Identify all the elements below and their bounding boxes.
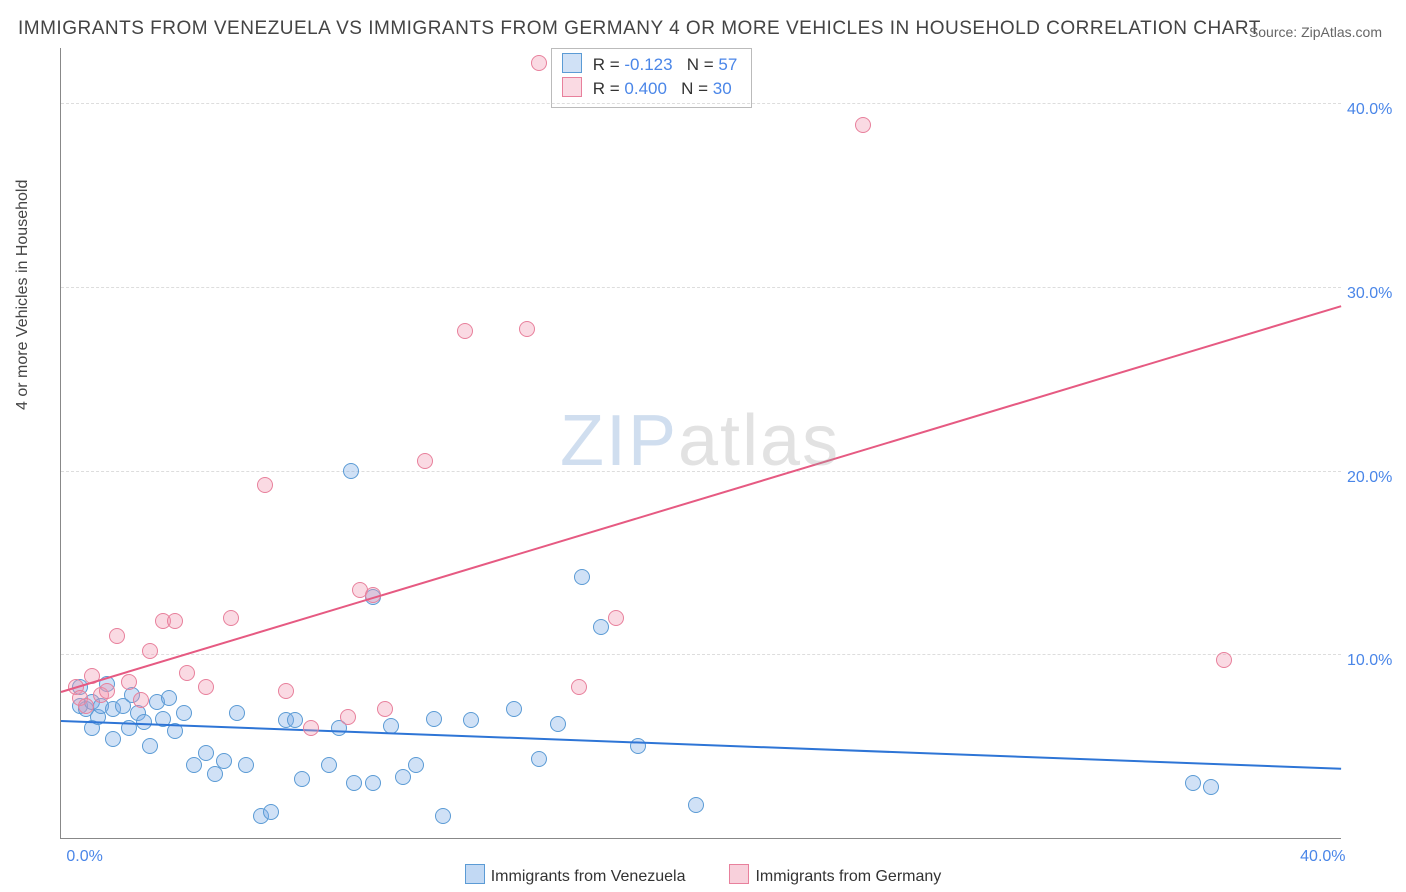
data-point	[408, 757, 424, 773]
y-axis-label: 4 or more Vehicles in Household	[14, 180, 32, 410]
y-tick-label: 10.0%	[1347, 652, 1395, 670]
data-point	[855, 117, 871, 133]
data-point	[519, 321, 535, 337]
data-point	[161, 690, 177, 706]
y-tick-label: 20.0%	[1347, 469, 1395, 487]
data-point	[133, 692, 149, 708]
data-point	[179, 665, 195, 681]
data-point	[142, 643, 158, 659]
data-point	[457, 323, 473, 339]
data-point	[109, 628, 125, 644]
gridline	[61, 654, 1341, 655]
chart-area: R = -0.123 N = 57 R = 0.400 N = 30 10.0%…	[60, 48, 1340, 838]
chart-title: IMMIGRANTS FROM VENEZUELA VS IMMIGRANTS …	[18, 18, 1261, 40]
data-point	[1185, 775, 1201, 791]
data-point	[343, 463, 359, 479]
data-point	[263, 804, 279, 820]
data-point	[463, 712, 479, 728]
bottom-legend: Immigrants from Venezuela Immigrants from…	[0, 864, 1406, 886]
data-point	[198, 679, 214, 695]
legend-row: R = 0.400 N = 30	[562, 77, 737, 101]
data-point	[223, 610, 239, 626]
data-point	[142, 738, 158, 754]
data-point	[78, 698, 94, 714]
data-point	[688, 797, 704, 813]
data-point	[321, 757, 337, 773]
data-point	[167, 613, 183, 629]
y-tick-label: 30.0%	[1347, 285, 1395, 303]
data-point	[176, 705, 192, 721]
bottom-legend-label: Immigrants from Venezuela	[491, 868, 686, 885]
gridline	[61, 287, 1341, 288]
data-point	[608, 610, 624, 626]
bottom-legend-item: Immigrants from Venezuela	[465, 868, 686, 885]
correlation-legend: R = -0.123 N = 57 R = 0.400 N = 30	[551, 48, 752, 108]
data-point	[229, 705, 245, 721]
legend-swatch	[729, 864, 749, 884]
gridline	[61, 103, 1341, 104]
data-point	[303, 720, 319, 736]
gridline	[61, 471, 1341, 472]
data-point	[238, 757, 254, 773]
legend-r-value: -0.123	[624, 55, 672, 74]
data-point	[531, 55, 547, 71]
bottom-legend-item: Immigrants from Germany	[729, 868, 941, 885]
data-point	[198, 745, 214, 761]
data-point	[435, 808, 451, 824]
data-point	[426, 711, 442, 727]
data-point	[278, 683, 294, 699]
legend-swatch	[465, 864, 485, 884]
data-point	[340, 709, 356, 725]
data-point	[395, 769, 411, 785]
data-point	[99, 683, 115, 699]
data-point	[105, 731, 121, 747]
data-point	[593, 619, 609, 635]
legend-n-value: 57	[718, 55, 737, 74]
data-point	[506, 701, 522, 717]
y-tick-label: 40.0%	[1347, 101, 1395, 119]
legend-r-label: R =	[593, 55, 625, 74]
legend-n-value: 30	[713, 79, 732, 98]
legend-swatch	[562, 77, 582, 97]
trendline	[61, 305, 1342, 693]
data-point	[571, 679, 587, 695]
legend-swatch	[562, 53, 582, 73]
data-point	[531, 751, 547, 767]
legend-n-label: N =	[681, 79, 713, 98]
data-point	[550, 716, 566, 732]
data-point	[121, 674, 137, 690]
data-point	[346, 775, 362, 791]
legend-n-label: N =	[687, 55, 719, 74]
legend-row: R = -0.123 N = 57	[562, 53, 737, 77]
data-point	[365, 775, 381, 791]
bottom-legend-label: Immigrants from Germany	[755, 868, 941, 885]
data-point	[574, 569, 590, 585]
plot-region: R = -0.123 N = 57 R = 0.400 N = 30 10.0%…	[60, 48, 1341, 839]
data-point	[1203, 779, 1219, 795]
legend-r-label: R =	[593, 79, 625, 98]
data-point	[377, 701, 393, 717]
data-point	[287, 712, 303, 728]
data-point	[216, 753, 232, 769]
data-point	[294, 771, 310, 787]
data-point	[417, 453, 433, 469]
data-point	[1216, 652, 1232, 668]
source-attribution: Source: ZipAtlas.com	[1249, 24, 1382, 40]
data-point	[257, 477, 273, 493]
legend-r-value: 0.400	[624, 79, 667, 98]
